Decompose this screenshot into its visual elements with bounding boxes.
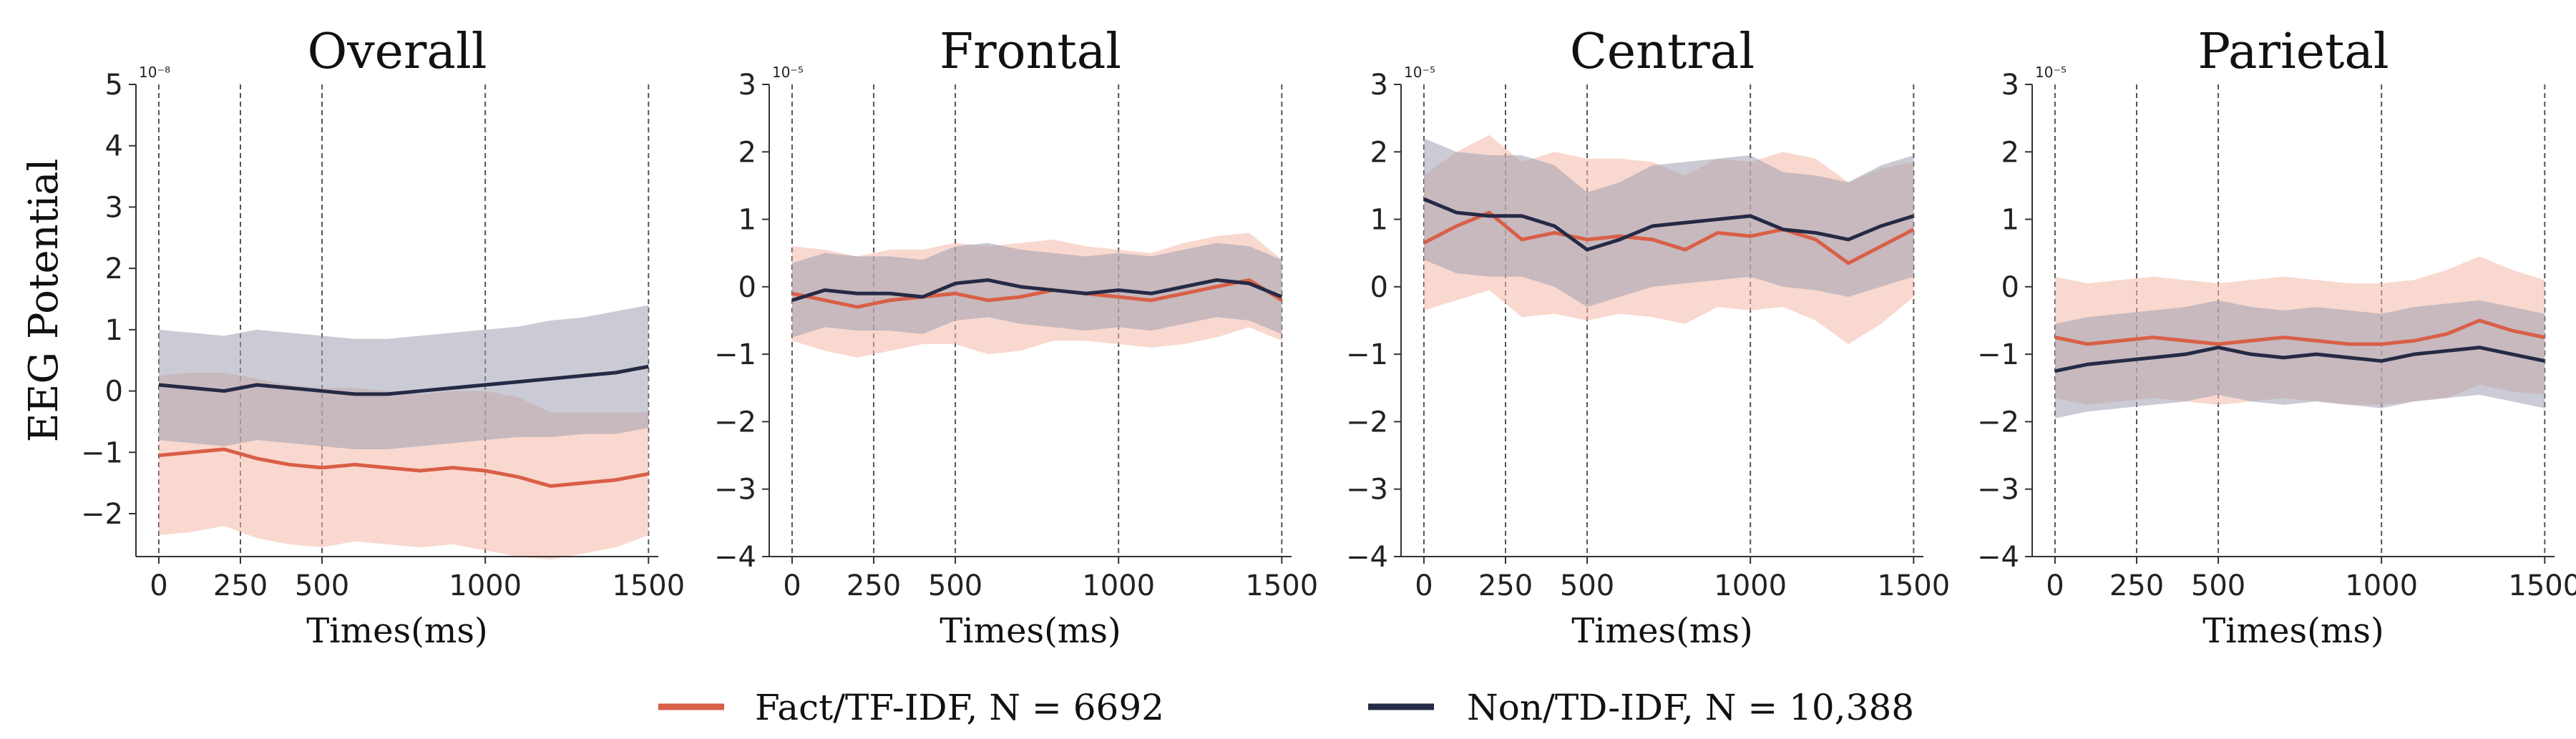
parietal-xtick-label: 0 — [2046, 569, 2064, 602]
parietal-line-0 — [2054, 318, 2545, 346]
central-ytick-label: 3 — [1370, 69, 1388, 102]
central-ytick-label: −1 — [1346, 338, 1388, 371]
frontal-ytick-label: 0 — [738, 271, 756, 304]
frontal-ytick-label: 3 — [738, 69, 756, 102]
frontal-xtick-label: 250 — [847, 569, 901, 602]
central-xtick-label: 1500 — [1877, 569, 1950, 602]
central-ytick-label: 1 — [1370, 204, 1388, 237]
overall-xtick-label: 500 — [295, 569, 349, 602]
frontal-ytick-label: −2 — [714, 406, 756, 439]
overall-ytick-label: 3 — [105, 191, 123, 224]
frontal-xlabel: Times(ms) — [940, 611, 1121, 651]
parietal-xtick-label: 250 — [2109, 569, 2164, 602]
parietal-xtick-label: 500 — [2191, 569, 2245, 602]
frontal-xtick-label: 1000 — [1082, 569, 1155, 602]
parietal-title: Parietal — [2197, 24, 2389, 80]
parietal-ytick-label: −4 — [1977, 541, 2019, 574]
overall-ytick-label: 0 — [105, 376, 123, 408]
frontal-scale-label: 10⁻⁵ — [772, 64, 804, 81]
panel-parietal: −4 −3 −2 −1 0 1 2 3 0 250 500 1000 1500 10⁻⁵ Parietal T… — [1977, 24, 2576, 651]
parietal-xlabel: Times(ms) — [2202, 611, 2384, 651]
panel-central: −4 −3 −2 −1 0 1 2 3 0 250 500 1000 1500 10⁻⁵ Central Ti… — [1346, 24, 1950, 651]
overall-line-1 — [158, 364, 649, 396]
parietal-ytick-label: 1 — [2001, 204, 2019, 237]
frontal-xtick-label: 0 — [783, 569, 801, 602]
panel-frontal: −4 −3 −2 −1 0 1 2 3 0 250 500 1000 1500 10⁻⁵ Frontal Ti… — [714, 24, 1318, 651]
overall-xtick-label: 0 — [150, 569, 167, 602]
central-xtick-label: 500 — [1560, 569, 1614, 602]
central-xlabel: Times(ms) — [1571, 611, 1753, 651]
central-ytick-label: −2 — [1346, 406, 1388, 439]
frontal-title: Frontal — [940, 24, 1121, 80]
overall-ytick-label: 2 — [105, 253, 123, 285]
central-ytick-label: −3 — [1346, 474, 1388, 506]
parietal-ytick-label: 0 — [2001, 271, 2019, 304]
overall-line-0 — [158, 447, 649, 488]
overall-ytick-label: −2 — [81, 498, 123, 531]
central-scale-label: 10⁻⁵ — [1404, 64, 1435, 81]
parietal-scale-label: 10⁻⁵ — [2035, 64, 2067, 81]
overall-xtick-label: 1000 — [449, 569, 522, 602]
parietal-ytick-label: 3 — [2001, 69, 2019, 102]
frontal-line-0 — [791, 278, 1283, 309]
central-line-1 — [1423, 197, 1915, 252]
frontal-xtick-label: 1500 — [1245, 569, 1318, 602]
central-xtick-label: 0 — [1415, 569, 1433, 602]
overall-ytick-label: −1 — [81, 436, 123, 469]
frontal-xtick-label: 500 — [928, 569, 982, 602]
parietal-xtick-label: 1000 — [2345, 569, 2418, 602]
frontal-ytick-label: −1 — [714, 338, 756, 371]
legend: Fact/TF-IDF, N = 6692 Non/TD-IDF, N = 10… — [658, 687, 1914, 728]
panel-overall: −2 −1 0 1 2 3 4 5 0 250 500 1000 1500 10⁻⁸ Overall Time… — [81, 24, 685, 651]
legend-label-fact: Fact/TF-IDF, N = 6692 — [755, 687, 1164, 728]
legend-label-non: Non/TD-IDF, N = 10,388 — [1467, 687, 1914, 728]
overall-band-1 — [158, 305, 649, 449]
central-ytick-label: 0 — [1370, 271, 1388, 304]
parietal-line-1 — [2054, 346, 2545, 373]
parietal-ytick-label: 2 — [2001, 136, 2019, 169]
parietal-ytick-label: −3 — [1977, 474, 2019, 506]
parietal-ytick-label: −1 — [1977, 338, 2019, 371]
central-ytick-label: −4 — [1346, 541, 1388, 574]
frontal-ytick-label: 2 — [738, 136, 756, 169]
overall-ytick-label: 4 — [105, 130, 123, 163]
overall-ytick-label: 5 — [105, 69, 123, 102]
overall-xtick-label: 250 — [213, 569, 268, 602]
parietal-band-1 — [2054, 300, 2545, 419]
central-title: Central — [1570, 24, 1755, 80]
frontal-line-1 — [791, 278, 1283, 303]
central-ytick-label: 2 — [1370, 136, 1388, 169]
overall-ytick-label: 1 — [105, 314, 123, 347]
frontal-ytick-label: −4 — [714, 541, 756, 574]
frontal-ytick-label: 1 — [738, 204, 756, 237]
frontal-ytick-label: −3 — [714, 474, 756, 506]
central-xtick-label: 1000 — [1714, 569, 1787, 602]
overall-xlabel: Times(ms) — [306, 611, 488, 651]
central-xtick-label: 250 — [1478, 569, 1533, 602]
overall-scale-label: 10⁻⁸ — [139, 64, 170, 81]
overall-title: Overall — [308, 24, 487, 80]
parietal-xtick-label: 1500 — [2508, 569, 2576, 602]
overall-xtick-label: 1500 — [612, 569, 685, 602]
central-line-0 — [1423, 210, 1915, 265]
parietal-ytick-label: −2 — [1977, 406, 2019, 439]
y-axis-label: EEG Potential — [21, 159, 67, 443]
